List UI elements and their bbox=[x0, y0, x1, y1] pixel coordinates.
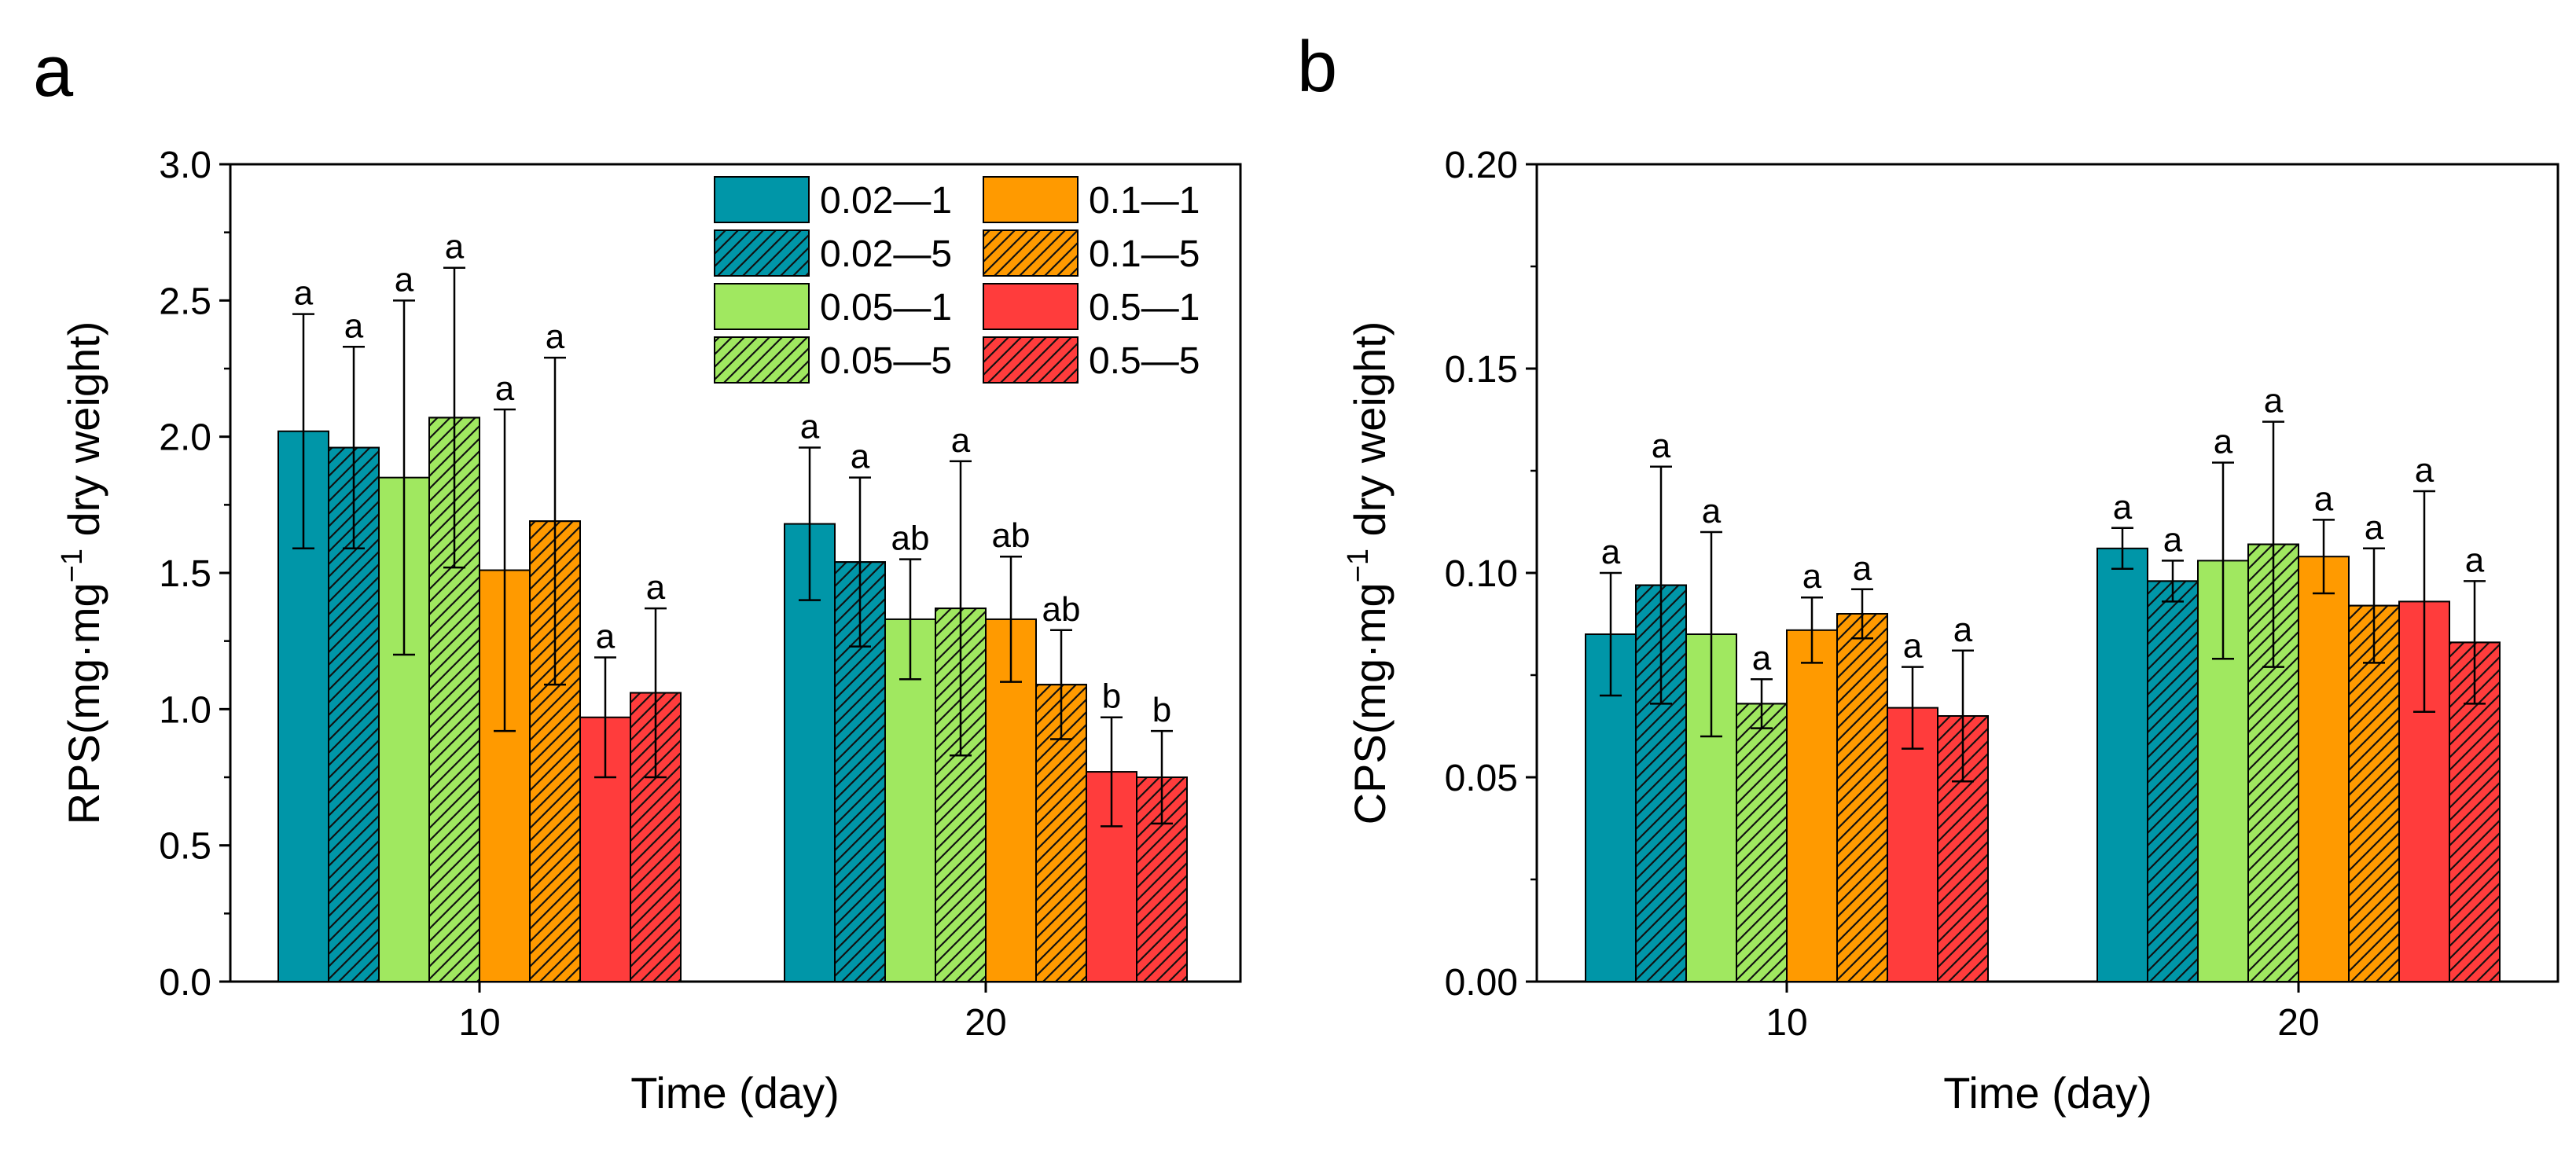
legend-label: 0.05—5 bbox=[820, 340, 952, 382]
y-axis-label-a-main: RPS(mg·mg bbox=[59, 582, 108, 824]
legend: 0.02—1 0.02—5 0.05—1 0.05—5 0.1—1 0.1—5 0.5—1 0… bbox=[714, 176, 1200, 384]
bar-hatch bbox=[1836, 613, 1888, 982]
legend-swatch bbox=[983, 283, 1079, 330]
significance-label: a bbox=[344, 307, 364, 345]
legend-label: 0.5—1 bbox=[1089, 287, 1200, 329]
legend-swatch-hatch bbox=[714, 229, 810, 277]
bar bbox=[1887, 707, 1938, 982]
significance-label: a bbox=[1953, 611, 1973, 649]
significance-label: ab bbox=[1042, 590, 1081, 629]
y-axis-label-b-main: CPS(mg·mg bbox=[1345, 582, 1395, 824]
significance-label: a bbox=[851, 438, 870, 476]
significance-label: b bbox=[1152, 691, 1171, 729]
y-axis-label-b: CPS(mg·mg−1 dry weight) bbox=[1342, 321, 1395, 825]
significance-label: a bbox=[1601, 533, 1621, 571]
y-tick-label: 0.15 bbox=[1445, 349, 1518, 391]
significance-label: a bbox=[1652, 427, 1671, 465]
significance-label: a bbox=[294, 274, 314, 313]
significance-label: a bbox=[1903, 627, 1923, 666]
significance-label: a bbox=[1802, 557, 1822, 596]
y-tick-label: 0.20 bbox=[1445, 145, 1518, 186]
panel-label-a: a bbox=[33, 31, 74, 112]
y-tick-label: 3.0 bbox=[159, 145, 211, 186]
x-axis-label-b: Time (day) bbox=[1943, 1068, 2152, 1118]
legend-label: 0.1—5 bbox=[1089, 233, 1200, 275]
significance-label: a bbox=[2264, 382, 2284, 420]
x-tick-label: 20 bbox=[2277, 1002, 2319, 1044]
y-axis-a: 0.0 0.5 1.0 1.5 2.0 2.5 3.0 bbox=[159, 145, 230, 1004]
significance-label: a bbox=[2214, 423, 2233, 461]
significance-label: a bbox=[495, 369, 515, 408]
significance-label: a bbox=[800, 408, 820, 446]
significance-label: ab bbox=[891, 519, 930, 558]
x-axis-label-a: Time (day) bbox=[630, 1068, 840, 1118]
significance-label: a bbox=[646, 568, 666, 607]
x-tick-label: 20 bbox=[965, 1002, 1006, 1044]
significance-label: a bbox=[445, 228, 465, 266]
x-tick-label: 10 bbox=[458, 1002, 500, 1044]
y-tick-label: 1.0 bbox=[159, 689, 211, 731]
legend-label: 0.1—1 bbox=[1089, 180, 1200, 222]
bar-hatch bbox=[328, 446, 380, 982]
bar bbox=[1786, 629, 1838, 982]
legend-label: 0.02—5 bbox=[820, 233, 952, 275]
y-tick-label: 1.5 bbox=[159, 553, 211, 595]
y-tick-label: 2.0 bbox=[159, 417, 211, 459]
y-tick-label: 0.10 bbox=[1445, 553, 1518, 595]
legend-label: 0.5—5 bbox=[1089, 340, 1200, 382]
x-axis-b: 10 20 bbox=[1766, 982, 2320, 1044]
x-tick-label: 10 bbox=[1766, 1002, 1807, 1044]
significance-label: a bbox=[596, 617, 616, 655]
y-axis-label-a-tail: dry weight) bbox=[59, 321, 108, 549]
legend-swatch-hatch bbox=[983, 229, 1079, 277]
y-tick-label: 0.5 bbox=[159, 826, 211, 868]
bar bbox=[2096, 547, 2148, 982]
legend-swatch bbox=[714, 283, 810, 330]
bar-hatch bbox=[1736, 703, 1788, 983]
legend-swatch-hatch bbox=[983, 336, 1079, 384]
significance-label: b bbox=[1102, 677, 1121, 716]
y-axis-label-b-tail: dry weight) bbox=[1345, 321, 1395, 549]
significance-label: a bbox=[2163, 520, 2183, 559]
y-axis-label-a-sup: −1 bbox=[56, 549, 89, 582]
y-tick-label: 0.0 bbox=[159, 962, 211, 1004]
significance-label: a bbox=[1853, 549, 1872, 588]
significance-label: a bbox=[2113, 488, 2133, 527]
y-tick-label: 0.05 bbox=[1445, 758, 1518, 799]
significance-label: a bbox=[951, 421, 971, 460]
significance-label: a bbox=[546, 318, 565, 356]
bar bbox=[2298, 556, 2350, 982]
bar-hatch bbox=[2348, 604, 2400, 982]
significance-label: ab bbox=[992, 516, 1031, 555]
y-tick-label: 0.00 bbox=[1445, 962, 1518, 1004]
panel-label-b: b bbox=[1297, 27, 1337, 107]
y-tick-label: 2.5 bbox=[159, 281, 211, 322]
y-axis-label-b-sup: −1 bbox=[1342, 549, 1375, 582]
significance-label: a bbox=[1702, 492, 1722, 530]
y-axis-b: 0.00 0.05 0.10 0.15 0.20 bbox=[1445, 145, 1537, 1004]
legend-swatch bbox=[983, 176, 1079, 223]
legend-label: 0.02—1 bbox=[820, 180, 952, 222]
legend-swatch-hatch bbox=[714, 336, 810, 384]
legend-swatch bbox=[714, 176, 810, 223]
significance-label: a bbox=[1752, 639, 1772, 677]
significance-label: a bbox=[2415, 451, 2435, 490]
y-axis-label-a: RPS(mg·mg−1 dry weight) bbox=[56, 321, 108, 825]
significance-label: a bbox=[2314, 479, 2334, 518]
bar-hatch bbox=[2147, 580, 2199, 983]
legend-label: 0.05—1 bbox=[820, 287, 952, 329]
x-axis-a: 10 20 bbox=[458, 982, 1007, 1044]
significance-label: a bbox=[2465, 541, 2485, 579]
significance-label: a bbox=[395, 260, 414, 299]
significance-label: a bbox=[2365, 508, 2384, 547]
